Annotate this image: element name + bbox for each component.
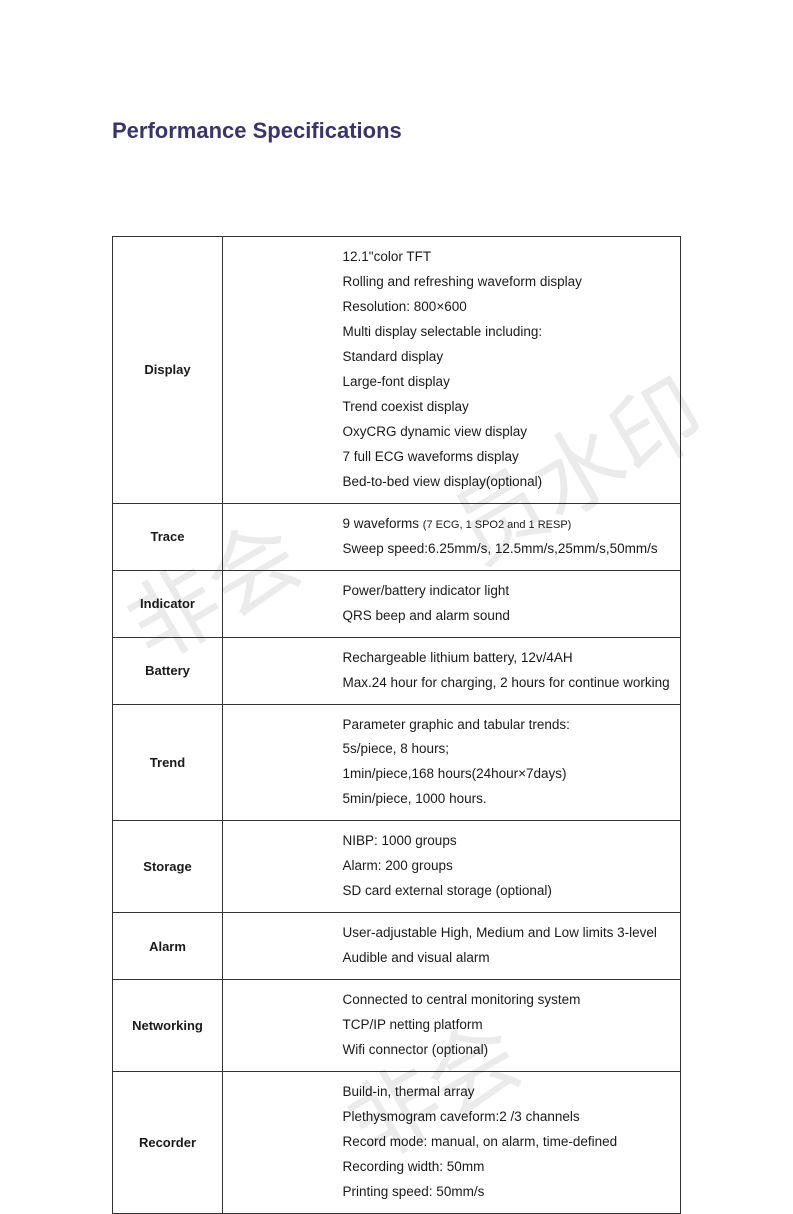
spec-value: Build-in, thermal arrayPlethysmogram cav… [343, 1072, 681, 1214]
spec-value-line: 9 waveforms (7 ECG, 1 SPO2 and 1 RESP) [343, 512, 671, 537]
spec-value-line: Wifi connector (optional) [343, 1038, 671, 1063]
spec-value: 12.1"color TFTRolling and refreshing wav… [343, 237, 681, 504]
spec-label: Trend [113, 704, 223, 821]
spec-value: Parameter graphic and tabular trends:5s/… [343, 704, 681, 821]
spec-value-line: Recording width: 50mm [343, 1155, 671, 1180]
spec-value: NIBP: 1000 groupsAlarm: 200 groupsSD car… [343, 821, 681, 913]
spec-value-line: Rolling and refreshing waveform display [343, 270, 671, 295]
table-row: Trend Parameter graphic and tabular trend… [113, 704, 681, 821]
spec-value-line: Rechargeable lithium battery, 12v/4AH [343, 646, 671, 671]
spec-value: User-adjustable High, Medium and Low lim… [343, 913, 681, 980]
spec-value-line: 5s/piece, 8 hours; [343, 737, 671, 762]
spec-label: Indicator [113, 570, 223, 637]
spec-value-line: Multi display selectable including: [343, 320, 671, 345]
spec-label: Battery [113, 637, 223, 704]
table-row: Display 12.1"color TFTRolling and refresh… [113, 237, 681, 504]
spec-value-line: User-adjustable High, Medium and Low lim… [343, 921, 671, 946]
spec-value-line: Build-in, thermal array [343, 1080, 671, 1105]
spec-value-line: 12.1"color TFT [343, 245, 671, 270]
spec-label: Trace [113, 503, 223, 570]
spec-gap [223, 1072, 343, 1214]
spec-value-line: Trend coexist display [343, 395, 671, 420]
table-row: Trace 9 waveforms (7 ECG, 1 SPO2 and 1 RE… [113, 503, 681, 570]
spec-value-line: Audible and visual alarm [343, 946, 671, 971]
spec-label: Display [113, 237, 223, 504]
spec-value-line: 7 full ECG waveforms display [343, 445, 671, 470]
spec-label: Networking [113, 980, 223, 1072]
spec-value: 9 waveforms (7 ECG, 1 SPO2 and 1 RESP)Sw… [343, 503, 681, 570]
spec-value-line: Resolution: 800×600 [343, 295, 671, 320]
spec-value-line: SD card external storage (optional) [343, 879, 671, 904]
spec-value-line: QRS beep and alarm sound [343, 604, 671, 629]
specifications-table: Display 12.1"color TFTRolling and refresh… [112, 236, 681, 1214]
spec-value-line: Parameter graphic and tabular trends: [343, 713, 671, 738]
spec-label: Storage [113, 821, 223, 913]
spec-value-line: Max.24 hour for charging, 2 hours for co… [343, 671, 671, 696]
spec-label: Alarm [113, 913, 223, 980]
table-row: Storage NIBP: 1000 groupsAlarm: 200 group… [113, 821, 681, 913]
spec-value-line: Alarm: 200 groups [343, 854, 671, 879]
spec-value-line: Bed-to-bed view display(optional) [343, 470, 671, 495]
spec-gap [223, 704, 343, 821]
spec-value-line: Power/battery indicator light [343, 579, 671, 604]
spec-gap [223, 503, 343, 570]
spec-value-line: NIBP: 1000 groups [343, 829, 671, 854]
spec-gap [223, 237, 343, 504]
spec-value-line: 1min/piece,168 hours(24hour×7days) [343, 762, 671, 787]
spec-value: Power/battery indicator lightQRS beep an… [343, 570, 681, 637]
spec-value-line: Connected to central monitoring system [343, 988, 671, 1013]
table-row: Indicator Power/battery indicator lightQR… [113, 570, 681, 637]
spec-value-line: Record mode: manual, on alarm, time-defi… [343, 1130, 671, 1155]
spec-gap [223, 637, 343, 704]
spec-gap [223, 913, 343, 980]
spec-label: Recorder [113, 1072, 223, 1214]
spec-value-line: 5min/piece, 1000 hours. [343, 787, 671, 812]
page-title: Performance Specifications [112, 118, 681, 144]
table-row: Recorder Build-in, thermal arrayPlethysmo… [113, 1072, 681, 1214]
table-row: Networking Connected to central monitorin… [113, 980, 681, 1072]
spec-value-line: Sweep speed:6.25mm/s, 12.5mm/s,25mm/s,50… [343, 537, 671, 562]
spec-value-line: Printing speed: 50mm/s [343, 1180, 671, 1205]
spec-value: Connected to central monitoring systemTC… [343, 980, 681, 1072]
spec-value-line: OxyCRG dynamic view display [343, 420, 671, 445]
table-row: Alarm User-adjustable High, Medium and Lo… [113, 913, 681, 980]
spec-value-line: TCP/IP netting platform [343, 1013, 671, 1038]
spec-value-line: Large-font display [343, 370, 671, 395]
spec-gap [223, 570, 343, 637]
spec-gap [223, 980, 343, 1072]
spec-gap [223, 821, 343, 913]
spec-value-line: Standard display [343, 345, 671, 370]
spec-value-line: Plethysmogram caveform:2 /3 channels [343, 1105, 671, 1130]
spec-value: Rechargeable lithium battery, 12v/4AHMax… [343, 637, 681, 704]
table-row: Battery Rechargeable lithium battery, 12v… [113, 637, 681, 704]
